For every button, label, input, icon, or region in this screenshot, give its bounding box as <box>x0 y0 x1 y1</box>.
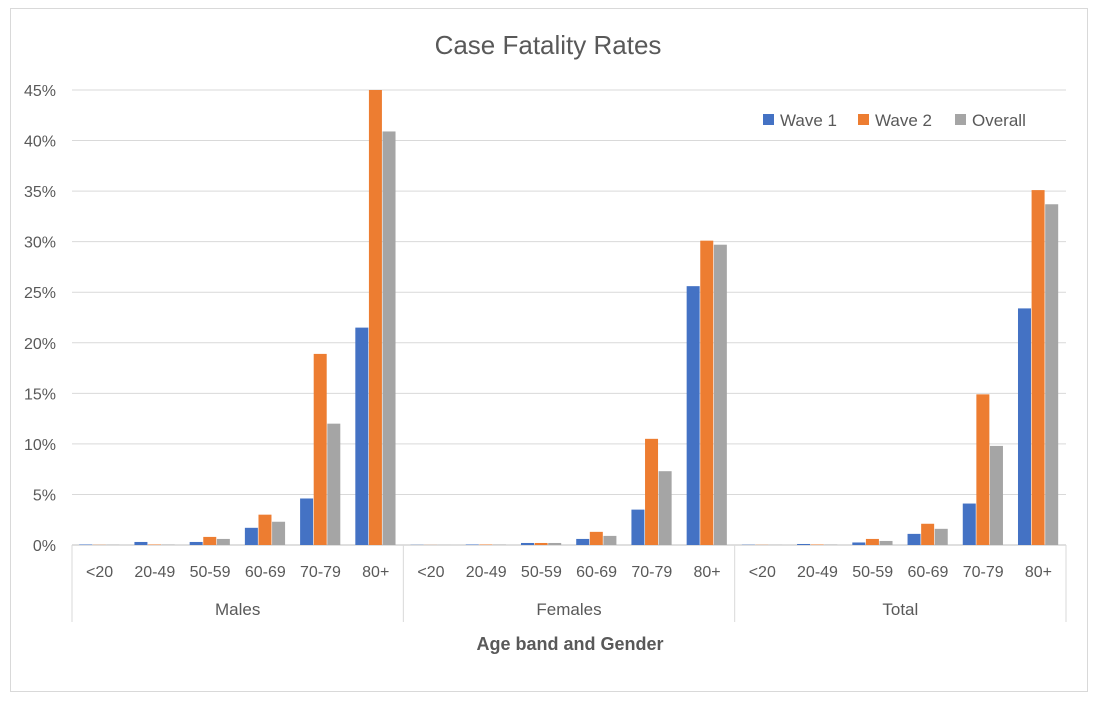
x-category-label: 50-59 <box>190 564 231 581</box>
legend-label: Wave 2 <box>875 111 932 130</box>
y-tick-label: 0% <box>33 538 56 555</box>
bar-wave-1 <box>576 538 590 545</box>
bar-wave-1 <box>520 542 534 545</box>
x-category-label: 60-69 <box>907 564 948 581</box>
bars <box>79 90 1059 545</box>
bar-overall <box>824 544 838 545</box>
bar-wave-1 <box>355 327 369 545</box>
bar-wave-1 <box>797 543 811 545</box>
x-axis: <20 20-49 50-59 60-69 70-79 80+ Males <20 20-49 5… <box>71 545 1067 622</box>
gridlines <box>72 89 1066 546</box>
x-category-label: 70-79 <box>631 564 672 581</box>
legend-swatch <box>858 114 869 125</box>
y-tick-label: 40% <box>24 134 56 151</box>
bar-wave-2 <box>258 514 272 545</box>
bar-wave-1 <box>631 509 645 545</box>
bar-overall <box>879 540 893 545</box>
x-category-label: 50-59 <box>521 564 562 581</box>
bar-wave-2 <box>534 542 548 545</box>
bar-overall <box>161 544 175 545</box>
y-tick-label: 5% <box>33 487 56 504</box>
bar-wave-1 <box>907 533 921 545</box>
bar-overall <box>658 471 672 545</box>
bar-overall <box>382 131 396 545</box>
x-axis-title: Age band and Gender <box>476 634 663 654</box>
y-tick-label: 30% <box>24 235 56 252</box>
bar-wave-2 <box>810 544 824 545</box>
bar-overall <box>1045 204 1059 545</box>
bar-wave-2 <box>368 90 382 545</box>
bar-overall <box>492 544 506 545</box>
bar-overall <box>713 244 727 545</box>
x-category-label: 20-49 <box>797 564 838 581</box>
bar-wave-1 <box>686 286 700 545</box>
chart-frame <box>10 8 1088 692</box>
x-category-label: 70-79 <box>963 564 1004 581</box>
x-group-label: Total <box>882 600 918 619</box>
bar-wave-2 <box>589 531 603 545</box>
x-category-label: 80+ <box>362 564 389 581</box>
bar-wave-1 <box>300 498 314 545</box>
bar-wave-1 <box>134 541 148 545</box>
y-tick-label: 20% <box>24 336 56 353</box>
bar-wave-2 <box>313 353 327 545</box>
bar-wave-2 <box>1031 190 1045 545</box>
x-category-label: <20 <box>417 564 444 581</box>
bar-wave-1 <box>1017 308 1031 545</box>
bar-wave-2 <box>700 240 714 545</box>
bar-wave-2 <box>645 438 659 545</box>
bar-overall <box>216 538 230 545</box>
x-category-label: 80+ <box>693 564 720 581</box>
legend: Wave 1 Wave 2 Overall <box>763 111 1026 130</box>
chart-title: Case Fatality Rates <box>435 30 662 60</box>
y-tick-label: 45% <box>24 83 56 100</box>
bar-overall <box>548 542 562 545</box>
bar-wave-1 <box>189 541 203 545</box>
y-tick-label: 35% <box>24 184 56 201</box>
bar-wave-1 <box>79 544 93 545</box>
x-category-label: <20 <box>749 564 776 581</box>
bar-wave-1 <box>244 527 258 545</box>
bar-wave-2 <box>921 523 935 545</box>
y-axis: 0% 5% 10% 15% 20% 25% 30% 35% 40% 45% <box>24 83 56 555</box>
bar-wave-2 <box>976 394 990 545</box>
y-tick-label: 25% <box>24 285 56 302</box>
x-category-label: 60-69 <box>245 564 286 581</box>
bar-overall <box>327 423 341 545</box>
legend-swatch <box>763 114 774 125</box>
x-category-label: 20-49 <box>466 564 507 581</box>
x-group-label: Females <box>536 600 601 619</box>
legend-label: Overall <box>972 111 1026 130</box>
bar-wave-2 <box>479 544 493 545</box>
bar-wave-1 <box>465 544 479 545</box>
x-category-label: <20 <box>86 564 113 581</box>
y-tick-label: 10% <box>24 437 56 454</box>
bar-overall <box>603 535 617 545</box>
x-category-label: 80+ <box>1025 564 1052 581</box>
x-group-label: Males <box>215 600 260 619</box>
bar-wave-1 <box>962 503 976 545</box>
bar-wave-2 <box>865 538 879 545</box>
x-category-label: 70-79 <box>300 564 341 581</box>
bar-wave-2 <box>203 536 217 545</box>
legend-swatch <box>955 114 966 125</box>
bar-overall <box>934 528 948 545</box>
x-category-label: 20-49 <box>134 564 175 581</box>
bar-overall <box>989 445 1003 545</box>
bar-overall <box>272 521 286 545</box>
legend-label: Wave 1 <box>780 111 837 130</box>
bar-wave-2 <box>148 544 162 545</box>
bar-wave-1 <box>852 542 866 545</box>
x-category-label: 50-59 <box>852 564 893 581</box>
y-tick-label: 15% <box>24 386 56 403</box>
x-category-label: 60-69 <box>576 564 617 581</box>
